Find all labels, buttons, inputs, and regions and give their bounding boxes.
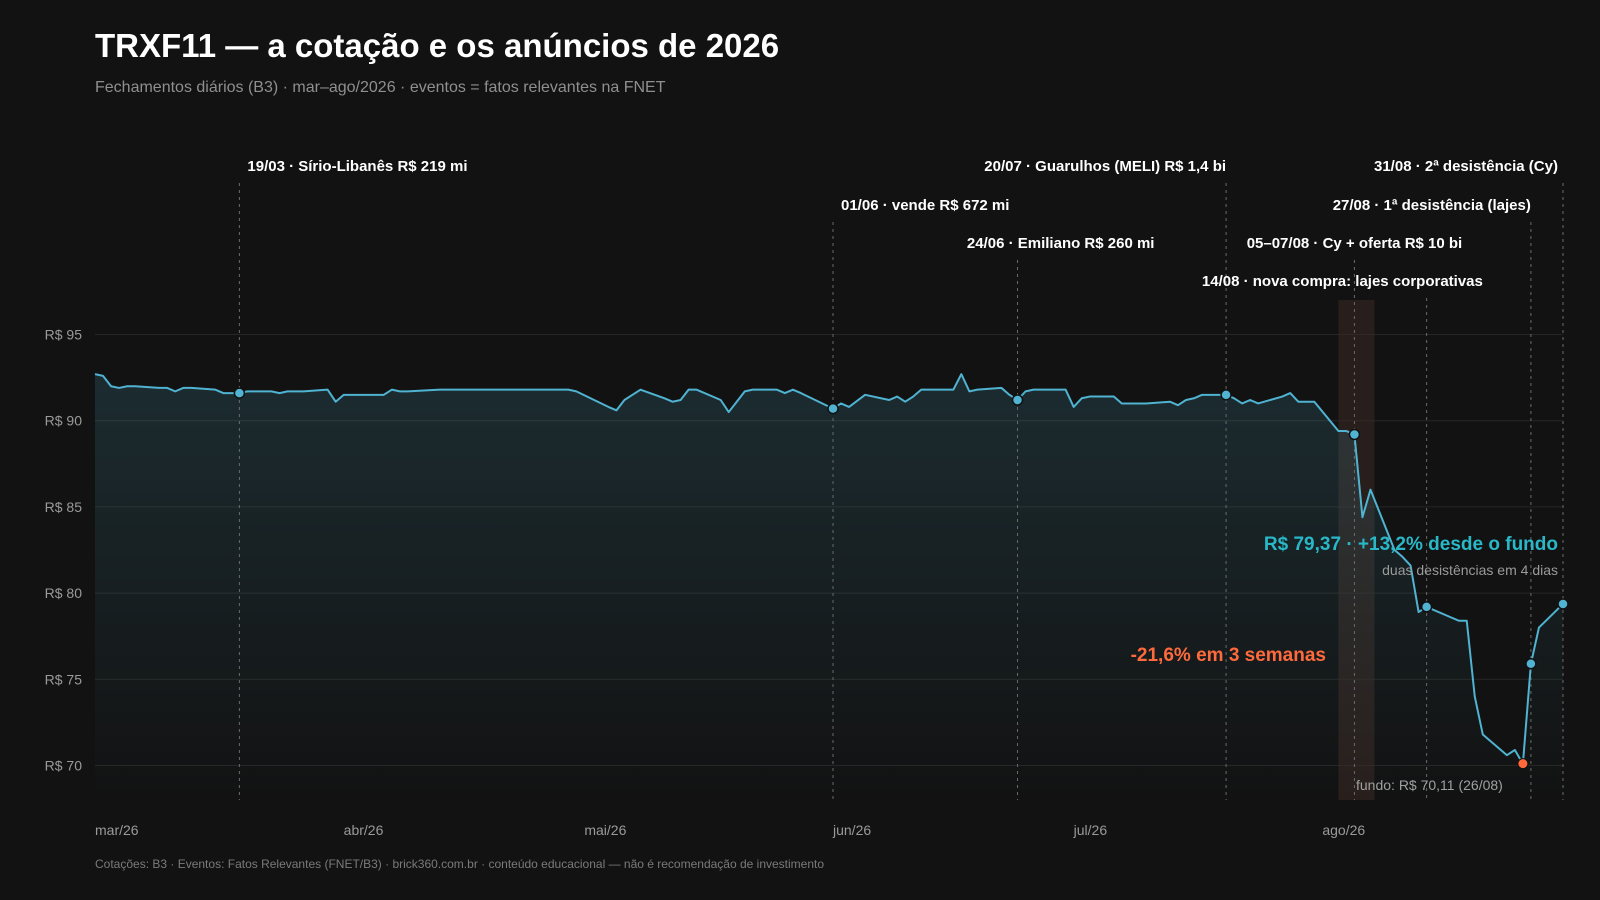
event-marker	[1348, 428, 1361, 441]
x-tick-label: jul/26	[1073, 822, 1108, 838]
event-label: 05–07/08 · Cy + oferta R$ 10 bi	[1247, 235, 1463, 252]
price-line	[94, 373, 1564, 765]
price-line-group	[94, 373, 1564, 765]
y-tick-label: R$ 95	[45, 326, 83, 342]
event-label: 24/06 · Emiliano R$ 260 mi	[967, 235, 1155, 252]
x-axis-ticks: mar/26 abr/26 mai/26 jun/26 jul/26 ago/26	[95, 822, 1365, 838]
x-tick-label: mai/26	[584, 822, 626, 838]
y-tick-label: R$ 85	[45, 499, 83, 515]
event-marker	[1557, 598, 1569, 610]
event-labels: 19/03 · Sírio-Libanês R$ 219 mi 01/06 · v…	[247, 158, 1558, 290]
event-marker	[1011, 394, 1024, 406]
event-label: 20/07 · Guarulhos (MELI) R$ 1,4 bi	[984, 158, 1226, 175]
low-marker	[1517, 758, 1529, 770]
price-area	[95, 374, 1563, 800]
event-marker	[233, 387, 246, 399]
event-label: 31/08 · 2ª desistência (Cy)	[1374, 158, 1558, 175]
low-annotation: fundo: R$ 70,11 (26/08)	[1356, 777, 1503, 793]
source-note: Cotações: B3 · Eventos: Fatos Relevantes…	[95, 857, 824, 871]
event-marker	[1220, 389, 1232, 401]
event-label: 01/06 · vende R$ 672 mi	[841, 197, 1009, 214]
event-label: 19/03 · Sírio-Libanês R$ 219 mi	[247, 158, 467, 175]
event-lines	[238, 183, 1564, 800]
event-label: 14/08 · nova compra: lajes corporativas	[1202, 273, 1483, 290]
event-label: 27/08 · 1ª desistência (lajes)	[1333, 197, 1531, 214]
chart-subtitle: Fechamentos diários (B3) · mar–ago/2026 …	[95, 79, 666, 96]
recovery-annotation: R$ 79,37 · +13,2% desde o fundo	[1264, 534, 1558, 555]
recovery-subannotation: duas desistências em 4 dias	[1382, 562, 1558, 578]
x-tick-label: abr/26	[344, 822, 384, 838]
event-marker	[827, 402, 839, 415]
y-axis-ticks: R$ 95 R$ 90 R$ 85 R$ 80 R$ 75 R$ 70	[45, 326, 83, 773]
y-tick-label: R$ 75	[45, 671, 83, 687]
event-markers	[233, 387, 1569, 770]
x-tick-label: jun/26	[832, 822, 871, 838]
y-tick-label: R$ 90	[45, 413, 83, 429]
event-marker	[1420, 601, 1433, 613]
x-tick-label: mar/26	[95, 822, 139, 838]
x-tick-label: ago/26	[1322, 822, 1365, 838]
y-tick-label: R$ 80	[45, 585, 83, 601]
event-marker	[1525, 658, 1537, 670]
chart-title: TRXF11 — a cotação e os anúncios de 2026	[95, 27, 779, 64]
price-area-fill	[95, 374, 1563, 800]
y-tick-label: R$ 70	[45, 758, 83, 774]
drop-annotation: -21,6% em 3 semanas	[1131, 645, 1326, 666]
